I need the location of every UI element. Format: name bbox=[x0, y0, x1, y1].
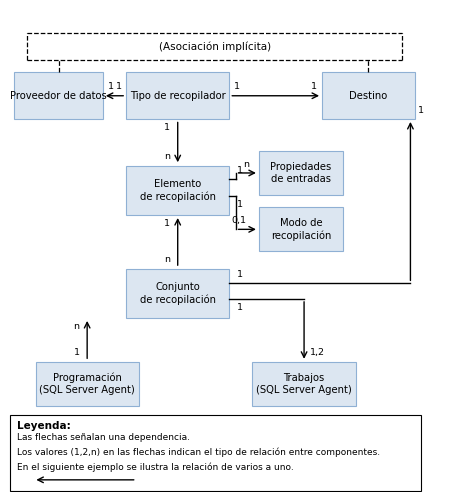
Text: Leyenda:: Leyenda: bbox=[17, 421, 70, 430]
Text: Trabajos
(SQL Server Agent): Trabajos (SQL Server Agent) bbox=[256, 373, 352, 395]
Text: 1: 1 bbox=[237, 200, 243, 210]
Text: 1: 1 bbox=[237, 303, 243, 312]
Text: 1: 1 bbox=[141, 472, 147, 482]
Text: Proveedor de datos: Proveedor de datos bbox=[10, 91, 107, 101]
Text: 1: 1 bbox=[115, 82, 121, 91]
FancyBboxPatch shape bbox=[36, 362, 139, 406]
Text: Destino: Destino bbox=[349, 91, 387, 101]
Text: Los valores (1,2,n) en las flechas indican el tipo de relación entre componentes: Los valores (1,2,n) en las flechas indic… bbox=[17, 448, 380, 458]
Text: n: n bbox=[164, 152, 170, 161]
FancyBboxPatch shape bbox=[126, 269, 229, 317]
Text: Conjunto
de recopilación: Conjunto de recopilación bbox=[140, 282, 216, 305]
Text: Tipo de recopilador: Tipo de recopilador bbox=[130, 91, 226, 101]
Text: n: n bbox=[164, 255, 170, 264]
Text: 1: 1 bbox=[107, 82, 114, 91]
Text: Elemento
de recopilación: Elemento de recopilación bbox=[140, 178, 216, 202]
Text: 1,2: 1,2 bbox=[310, 349, 325, 357]
Text: En el siguiente ejemplo se ilustra la relación de varios a uno.: En el siguiente ejemplo se ilustra la re… bbox=[17, 463, 293, 472]
FancyBboxPatch shape bbox=[126, 166, 229, 214]
Text: n: n bbox=[74, 322, 80, 331]
FancyBboxPatch shape bbox=[126, 72, 229, 119]
Text: 1: 1 bbox=[418, 106, 424, 115]
Text: 1: 1 bbox=[74, 349, 80, 357]
Text: 1: 1 bbox=[164, 219, 170, 228]
Text: Modo de
recopilación: Modo de recopilación bbox=[271, 218, 331, 241]
Text: 1: 1 bbox=[237, 270, 243, 279]
Text: 1: 1 bbox=[237, 166, 243, 175]
Text: Las flechas señalan una dependencia.: Las flechas señalan una dependencia. bbox=[17, 433, 189, 442]
Text: Propiedades
de entradas: Propiedades de entradas bbox=[270, 162, 331, 184]
Text: 1: 1 bbox=[311, 82, 318, 91]
FancyBboxPatch shape bbox=[322, 72, 414, 119]
Text: 0,1: 0,1 bbox=[231, 216, 246, 225]
Text: 1: 1 bbox=[164, 123, 170, 132]
FancyBboxPatch shape bbox=[259, 151, 343, 195]
Text: Programación
(SQL Server Agent): Programación (SQL Server Agent) bbox=[39, 372, 135, 395]
FancyBboxPatch shape bbox=[14, 72, 103, 119]
Text: (Asociación implícita): (Asociación implícita) bbox=[158, 41, 271, 52]
FancyBboxPatch shape bbox=[259, 207, 343, 251]
Text: 1: 1 bbox=[234, 82, 240, 91]
Text: n: n bbox=[244, 160, 249, 169]
FancyBboxPatch shape bbox=[253, 362, 356, 406]
FancyBboxPatch shape bbox=[10, 415, 421, 491]
Text: n: n bbox=[20, 472, 26, 482]
